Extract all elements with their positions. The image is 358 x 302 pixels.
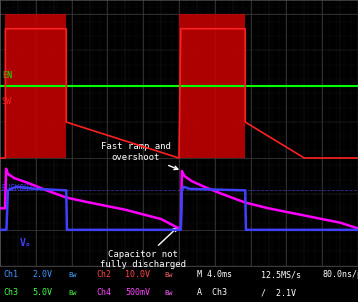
Text: 2.0V: 2.0V [32, 270, 52, 279]
Text: 500mV: 500mV [125, 288, 150, 297]
Text: Ch4: Ch4 [97, 288, 112, 297]
Text: 12.5MS/s: 12.5MS/s [261, 270, 301, 279]
Text: Capacitor not
fully discharged: Capacitor not fully discharged [100, 228, 186, 269]
Text: Vₒ: Vₒ [20, 238, 32, 248]
Text: M 4.0ms: M 4.0ms [197, 270, 232, 279]
Text: /  2.1V: / 2.1V [261, 288, 296, 297]
Text: 80.0ns/pt: 80.0ns/pt [322, 270, 358, 279]
Text: Ch1: Ch1 [4, 270, 19, 279]
Text: 5.0V: 5.0V [32, 288, 52, 297]
Text: Bw: Bw [68, 290, 77, 296]
Text: BUCKOUT: BUCKOUT [2, 185, 34, 193]
Text: SW: SW [2, 97, 12, 106]
Text: Ch3: Ch3 [4, 288, 19, 297]
Text: 10.0V: 10.0V [125, 270, 150, 279]
Text: A  Ch3: A Ch3 [197, 288, 227, 297]
Text: Bw: Bw [68, 272, 77, 278]
Text: Fast ramp and
overshoot: Fast ramp and overshoot [101, 142, 178, 169]
Bar [179, 14, 245, 158]
Text: Ch2: Ch2 [97, 270, 112, 279]
Text: Bw: Bw [165, 272, 173, 278]
Text: Bw: Bw [165, 290, 173, 296]
Text: EN: EN [2, 72, 12, 80]
Bar [5, 14, 66, 158]
